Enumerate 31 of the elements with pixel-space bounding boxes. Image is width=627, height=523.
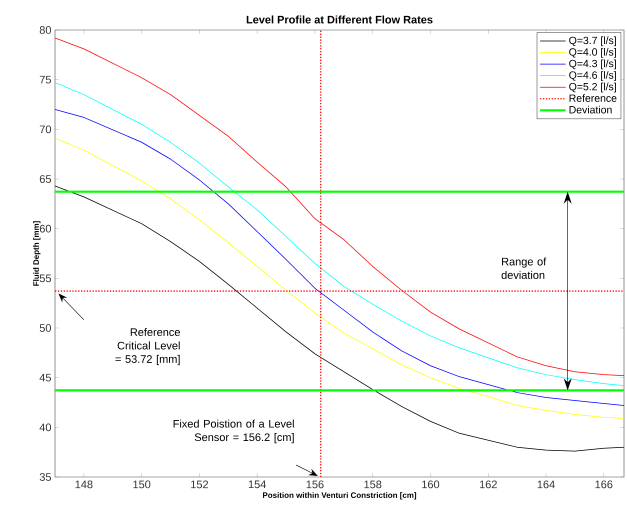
legend-label: Reference (570, 94, 616, 102)
legend-label: Deviation (570, 106, 612, 114)
y-tick-label: 55 (40, 274, 52, 282)
y-tick-label: 45 (40, 374, 52, 382)
x-tick-label: 158 (364, 480, 382, 488)
y-tick-label: 60 (40, 224, 52, 233)
legend-label: Q=3.7 [l/s] (569, 36, 616, 46)
chart-title: Level Profile at Different Flow Rates (246, 15, 433, 24)
x-tick-label: 152 (191, 480, 208, 488)
y-tick-label: 35 (40, 473, 52, 481)
legend-label: Q=4.3 [l/s] (569, 60, 616, 70)
x-tick-label: 160 (422, 480, 440, 488)
annotation: Range of deviation (502, 257, 546, 279)
annotation: Fixed Poistion of a Level Sensor = 156.2 [cm] (174, 420, 294, 444)
x-tick-label: 150 (133, 480, 150, 488)
y-tick-label: 80 (40, 26, 52, 34)
x-tick-label: 166 (595, 480, 612, 488)
x-tick-label: 148 (76, 480, 93, 488)
y-tick-label: 70 (40, 125, 52, 134)
legend-label: Q=4.0 [l/s] (569, 48, 616, 58)
x-tick-label: 154 (248, 480, 266, 488)
y-tick-label: 75 (40, 76, 52, 84)
y-tick-label: 65 (40, 175, 52, 183)
x-tick-label: 162 (480, 480, 497, 488)
legend-label: Q=4.6 [l/s] (569, 71, 616, 81)
x-tick-label: 164 (538, 480, 555, 488)
x-tick-label: 156 (306, 480, 324, 488)
y-tick-label: 40 (40, 423, 52, 432)
legend-label: Q=5.2 [l/s] (569, 82, 616, 92)
annotation: Reference Critical Level = 53.72 [mm] (116, 328, 180, 366)
y-tick-label: 50 (40, 324, 52, 332)
